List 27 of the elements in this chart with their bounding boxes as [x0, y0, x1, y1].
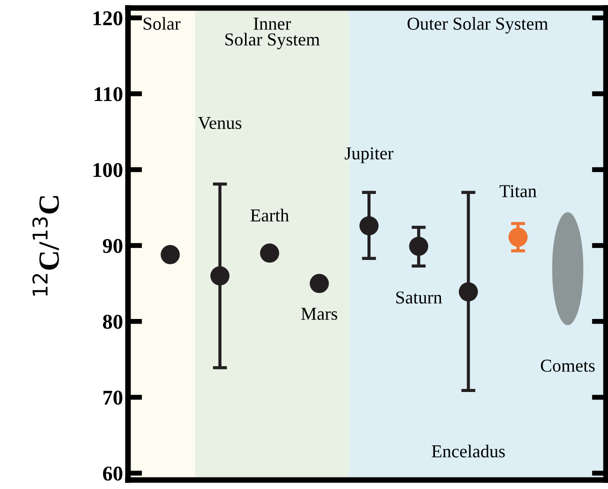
- point: [310, 274, 329, 294]
- annotation: Outer Solar System: [408, 17, 548, 34]
- annotation: Jupiter: [344, 147, 394, 164]
- y-tick-label: 100: [94, 163, 122, 178]
- annotation: Solar: [144, 17, 180, 30]
- y-tick-label: 90: [102, 238, 122, 253]
- y-tick-label: 120: [94, 11, 122, 26]
- point: [260, 244, 280, 263]
- point: [160, 245, 180, 264]
- y-tick-label: 60: [103, 466, 122, 481]
- point: [210, 266, 230, 286]
- annotation: Mars: [301, 308, 338, 320]
- point: [409, 236, 428, 256]
- point: [458, 282, 478, 302]
- annotation: Inner Solar System: [225, 18, 320, 50]
- annotation: Venus: [198, 117, 242, 130]
- y-tick-label: 80: [103, 314, 122, 329]
- point: [359, 216, 379, 236]
- point: [508, 228, 528, 247]
- annotation: Titan: [500, 185, 537, 198]
- y-tick-label: 70: [103, 390, 122, 405]
- annotation: Enceladus: [432, 444, 505, 458]
- annotation: Earth: [250, 208, 289, 222]
- y-tick-label: 110: [94, 87, 122, 102]
- annotation: Comets: [540, 360, 595, 372]
- annotation: Saturn: [396, 291, 442, 304]
- y-axis-title: $^{12}$C/$^{13}$C: [32, 196, 59, 296]
